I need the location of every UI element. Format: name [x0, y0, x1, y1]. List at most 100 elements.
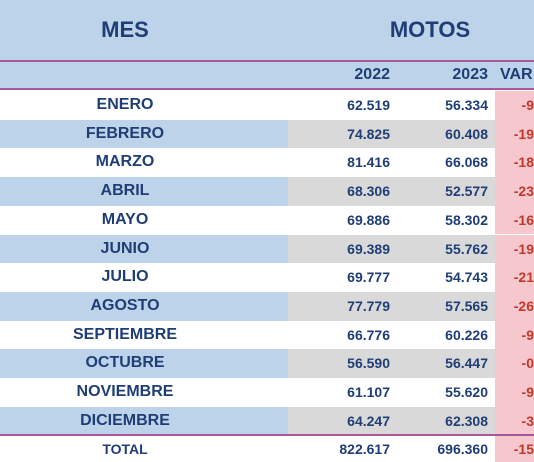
row-month: JULIO	[101, 268, 149, 286]
row-month-bg	[0, 378, 288, 407]
table-row: OCTUBRE 56.590 56.447 -0	[0, 349, 534, 378]
subheader-rule	[0, 88, 534, 90]
row-var-bg	[495, 177, 534, 206]
row-value-2023: 60.226	[445, 326, 488, 343]
table-row: ENERO 62.519 56.334 -9	[0, 91, 534, 120]
row-month-bg	[0, 291, 288, 321]
header-mes: MES	[101, 17, 149, 42]
row-month: SEPTIEMBRE	[72, 325, 177, 343]
total-2022: 822.617	[339, 441, 390, 457]
row-value-2023: 56.334	[445, 97, 488, 113]
header-motos: MOTOS	[389, 17, 471, 42]
table-row: NOVIEMBRE 61.107 55.620 -9	[0, 378, 534, 407]
table-row: DICIEMBRE 64.247 62.308 -3	[0, 406, 534, 436]
header-rule	[0, 60, 534, 62]
row-month-bg	[0, 406, 288, 436]
subheader-band	[0, 62, 534, 88]
row-values-bg	[288, 320, 495, 350]
row-month: ABRIL	[100, 182, 150, 200]
row-value-2022: 56.590	[347, 355, 390, 372]
total-rule	[0, 434, 534, 436]
row-value-2023: 54.743	[445, 269, 488, 286]
header-band	[0, 0, 534, 60]
row-var-bg	[495, 148, 534, 178]
row-value-2022: 62.519	[347, 97, 390, 113]
row-values-bg	[288, 291, 495, 321]
row-value-2022: 61.107	[347, 384, 390, 400]
row-value-2023: 55.762	[445, 240, 488, 257]
table-row: JUNIO 69.389 55.762 -19	[0, 234, 534, 264]
subheader-var: VAR	[500, 66, 533, 83]
row-month-bg	[0, 205, 288, 235]
row-var: -21	[513, 269, 534, 286]
total-2023: 696.360	[437, 441, 488, 457]
row-value-2023: 62.308	[445, 412, 488, 429]
row-value-2022: 69.777	[347, 269, 390, 286]
row-var: -26	[513, 297, 534, 314]
table-row: JULIO 69.777 54.743 -21	[0, 263, 534, 292]
row-var: -9	[521, 326, 534, 343]
table-row: MARZO 81.416 66.068 -18	[0, 148, 534, 178]
row-var-bg	[495, 205, 534, 235]
row-month-bg	[0, 320, 288, 350]
table-row: FEBRERO 74.825 60.408 -19	[0, 119, 534, 149]
subheader-2022: 2022	[354, 66, 390, 83]
subheader-2023: 2023	[452, 66, 488, 83]
row-value-2022: 66.776	[347, 326, 390, 343]
row-var: -18	[513, 154, 534, 171]
row-value-2023: 60.408	[445, 125, 488, 142]
row-values-bg	[288, 91, 495, 120]
row-var-bg	[495, 119, 534, 149]
row-value-2022: 69.886	[347, 211, 390, 228]
row-month: MARZO	[95, 153, 155, 171]
row-var: -19	[513, 240, 534, 257]
row-value-2022: 74.825	[347, 125, 390, 142]
row-values-bg	[288, 406, 495, 436]
row-value-2023: 58.302	[445, 211, 488, 228]
row-values-bg	[288, 234, 495, 264]
row-var: -0	[521, 355, 534, 372]
row-values-bg	[288, 378, 495, 407]
row-var-bg	[495, 406, 534, 436]
table-row: AGOSTO 77.779 57.565 -26	[0, 291, 534, 321]
row-month: FEBRERO	[85, 124, 165, 142]
row-value-2022: 77.779	[347, 297, 390, 314]
row-var-bg	[495, 349, 534, 378]
row-var-bg	[495, 234, 534, 264]
row-value-2023: 56.447	[445, 355, 488, 372]
row-value-2023: 55.620	[445, 384, 488, 400]
row-values-bg	[288, 148, 495, 178]
row-var: -16	[513, 211, 534, 228]
row-month: DICIEMBRE	[80, 411, 170, 429]
row-var-bg	[495, 291, 534, 321]
row-month: JUNIO	[100, 239, 150, 257]
row-var: -23	[513, 183, 534, 200]
row-var-bg	[495, 263, 534, 292]
row-var: -9	[521, 97, 534, 113]
total-var: -15	[513, 441, 534, 457]
total-var-bg	[495, 436, 534, 462]
row-month-bg	[0, 349, 288, 378]
row-var: -19	[513, 125, 534, 142]
row-values-bg	[288, 349, 495, 378]
total-label: TOTAL	[102, 441, 148, 457]
row-var-bg	[495, 320, 534, 350]
row-values-bg	[288, 205, 495, 235]
row-month: OCTUBRE	[85, 354, 165, 372]
total-row: TOTAL 822.617 696.360 -15	[0, 436, 534, 462]
row-value-2023: 57.565	[445, 297, 488, 314]
row-value-2022: 81.416	[347, 154, 390, 171]
row-value-2022: 69.389	[347, 240, 390, 257]
row-values-bg	[288, 119, 495, 149]
row-month: ENERO	[96, 96, 154, 113]
row-month-bg	[0, 177, 288, 206]
row-month-bg	[0, 234, 288, 264]
row-value-2022: 68.306	[347, 183, 390, 200]
row-values-bg	[288, 263, 495, 292]
row-month: NOVIEMBRE	[76, 383, 174, 400]
table-row: ABRIL 68.306 52.577 -23	[0, 177, 534, 206]
table-row: MAYO 69.886 58.302 -16	[0, 205, 534, 235]
row-value-2023: 52.577	[445, 183, 488, 200]
row-var: -9	[521, 384, 534, 400]
row-var-bg	[495, 91, 534, 120]
